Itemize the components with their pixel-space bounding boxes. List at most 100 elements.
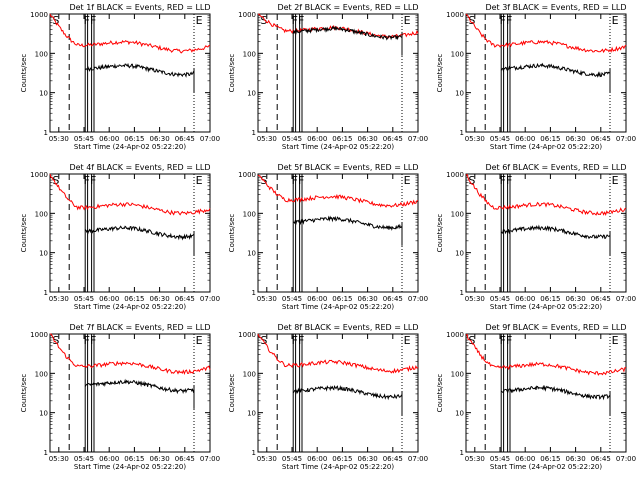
marker-letter-f: F <box>500 14 506 27</box>
panel-title: Det 3f BLACK = Events, RED = LLD <box>485 3 626 12</box>
x-axis-label: Start Time (24-Apr-02 05:22:20) <box>74 463 186 471</box>
plot-frame <box>257 13 419 133</box>
events-series-line <box>84 225 195 241</box>
lld-series-line <box>465 173 627 216</box>
x-tick-label: 06:00 <box>307 455 327 463</box>
x-tick-label: 06:15 <box>124 295 144 303</box>
x-tick-label: 07:00 <box>408 455 428 463</box>
y-axis-label: Counts/sec <box>436 374 444 413</box>
x-tick-label: 05:30 <box>49 135 69 143</box>
y-tick-label: 1000 <box>238 171 256 179</box>
x-tick-label: 05:30 <box>49 455 69 463</box>
y-tick-label: 1000 <box>446 171 464 179</box>
y-tick-label: 10 <box>455 410 464 418</box>
lld-series-line <box>465 333 626 376</box>
x-tick-label: 05:45 <box>282 455 302 463</box>
y-axis-label: Counts/sec <box>228 54 236 93</box>
marker-letter-f: F <box>506 14 512 27</box>
marker-letter-f: F <box>292 334 298 347</box>
x-tick-label: 06:45 <box>591 135 611 143</box>
y-axis-label: Counts/sec <box>20 374 28 413</box>
y-tick-label: 100 <box>451 50 464 58</box>
x-tick-label: 06:45 <box>591 295 611 303</box>
marker-letter-e: E <box>404 174 411 187</box>
x-tick-label: 05:45 <box>282 135 302 143</box>
marker-letter-f: F <box>500 174 506 187</box>
y-tick-label: 1 <box>44 289 48 297</box>
lld-series-line <box>257 13 419 39</box>
x-tick-label: 06:45 <box>175 135 195 143</box>
y-tick-label: 100 <box>35 210 48 218</box>
x-tick-label: 05:45 <box>490 455 510 463</box>
x-axis-label: Start Time (24-Apr-02 05:22:20) <box>74 143 186 151</box>
x-tick-label: 05:45 <box>74 295 94 303</box>
y-tick-label: 10 <box>247 410 256 418</box>
x-tick-label: 07:00 <box>616 135 636 143</box>
x-tick-label: 06:00 <box>515 295 535 303</box>
x-tick-label: 06:15 <box>124 455 144 463</box>
y-tick-label: 10 <box>455 90 464 98</box>
y-tick-label: 10 <box>39 90 48 98</box>
x-tick-label: 05:45 <box>74 455 94 463</box>
y-axis-label: Counts/sec <box>20 54 28 93</box>
detector-panel: Det 7f BLACK = Events, RED = LLD 1 10 100 10… <box>20 323 220 471</box>
marker-letter-f: F <box>90 174 96 187</box>
x-tick-label: 06:30 <box>358 295 378 303</box>
panel-title: Det 5f BLACK = Events, RED = LLD <box>277 163 418 172</box>
detector-panel: Det 5f BLACK = Events, RED = LLD 1 10 100 10… <box>228 163 428 311</box>
x-tick-label: 07:00 <box>200 295 220 303</box>
marker-letter-e: E <box>612 174 619 187</box>
y-tick-label: 100 <box>35 370 48 378</box>
x-tick-label: 06:00 <box>99 135 119 143</box>
events-series-line <box>84 378 195 395</box>
marker-letter-f: F <box>298 14 304 27</box>
y-tick-label: 10 <box>247 90 256 98</box>
y-tick-label: 100 <box>243 210 256 218</box>
x-tick-label: 06:15 <box>332 455 352 463</box>
x-tick-label: 06:15 <box>332 135 352 143</box>
plot-frame <box>49 173 211 293</box>
y-tick-label: 1000 <box>238 11 256 19</box>
x-tick-label: 06:00 <box>99 455 119 463</box>
marker-letter-e: E <box>612 334 619 347</box>
y-tick-label: 100 <box>35 50 48 58</box>
marker-letter-s: S <box>52 14 59 27</box>
events-series-line <box>293 215 403 231</box>
plot-frame <box>465 173 627 293</box>
x-tick-label: 07:00 <box>200 135 220 143</box>
panel-title: Det 2f BLACK = Events, RED = LLD <box>277 3 418 12</box>
lld-series-line <box>49 173 211 216</box>
y-tick-label: 1 <box>460 289 464 297</box>
x-tick-label: 05:30 <box>49 295 69 303</box>
lld-series-line <box>257 174 419 208</box>
x-tick-label: 06:15 <box>540 455 560 463</box>
detector-panel: Det 9f BLACK = Events, RED = LLD 1 10 100 10… <box>436 323 636 471</box>
y-tick-label: 10 <box>247 250 256 258</box>
marker-letter-s: S <box>52 334 59 347</box>
x-tick-label: 06:30 <box>566 455 586 463</box>
plot-frame <box>257 333 419 453</box>
marker-letter-f: F <box>90 334 96 347</box>
marker-letter-f: F <box>292 14 298 27</box>
lld-series-line <box>257 333 419 374</box>
y-tick-label: 100 <box>243 370 256 378</box>
x-tick-label: 07:00 <box>200 455 220 463</box>
y-tick-label: 10 <box>455 250 464 258</box>
x-axis-label: Start Time (24-Apr-02 05:22:20) <box>490 463 602 471</box>
events-series-line <box>500 62 611 78</box>
y-axis-label: Counts/sec <box>228 214 236 253</box>
x-axis-label: Start Time (24-Apr-02 05:22:20) <box>74 303 186 311</box>
marker-letter-e: E <box>404 334 411 347</box>
x-tick-label: 07:00 <box>408 295 428 303</box>
x-tick-label: 05:30 <box>465 295 485 303</box>
y-tick-label: 1 <box>44 449 48 457</box>
x-tick-label: 06:15 <box>124 135 144 143</box>
plot-frame <box>465 13 627 133</box>
events-series-line <box>500 384 611 401</box>
x-tick-label: 06:45 <box>175 455 195 463</box>
y-tick-label: 1 <box>252 449 256 457</box>
marker-letter-f: F <box>84 14 90 27</box>
marker-letter-f: F <box>500 334 506 347</box>
x-tick-label: 05:30 <box>257 455 277 463</box>
